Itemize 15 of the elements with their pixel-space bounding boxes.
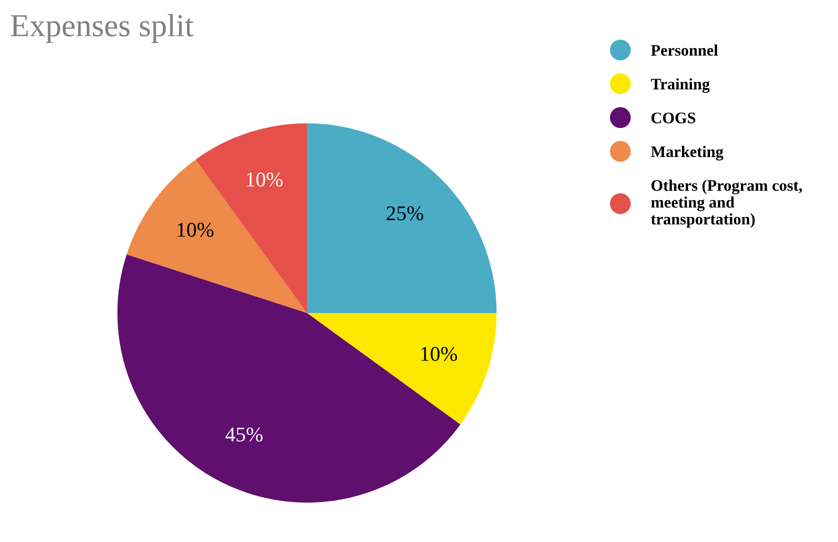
pie-slice <box>307 123 497 313</box>
data-label: 25% <box>386 206 424 220</box>
data-label: 10% <box>246 172 283 187</box>
chart-title: Expenses split <box>10 14 194 43</box>
legend-label: Personnel <box>650 44 718 56</box>
data-label: 10% <box>178 222 214 237</box>
legend-label: Marketing <box>650 146 724 160</box>
pie-slice <box>126 160 307 313</box>
legend-label: COGS <box>651 112 696 124</box>
pie-slice <box>307 313 497 424</box>
data-label: 45% <box>225 427 263 442</box>
pie-slice <box>117 254 460 503</box>
data-label: 10% <box>421 346 458 362</box>
legend-label: Training <box>650 78 710 93</box>
legend-label: Others (Program cost, meeting and transportation) <box>650 180 802 228</box>
